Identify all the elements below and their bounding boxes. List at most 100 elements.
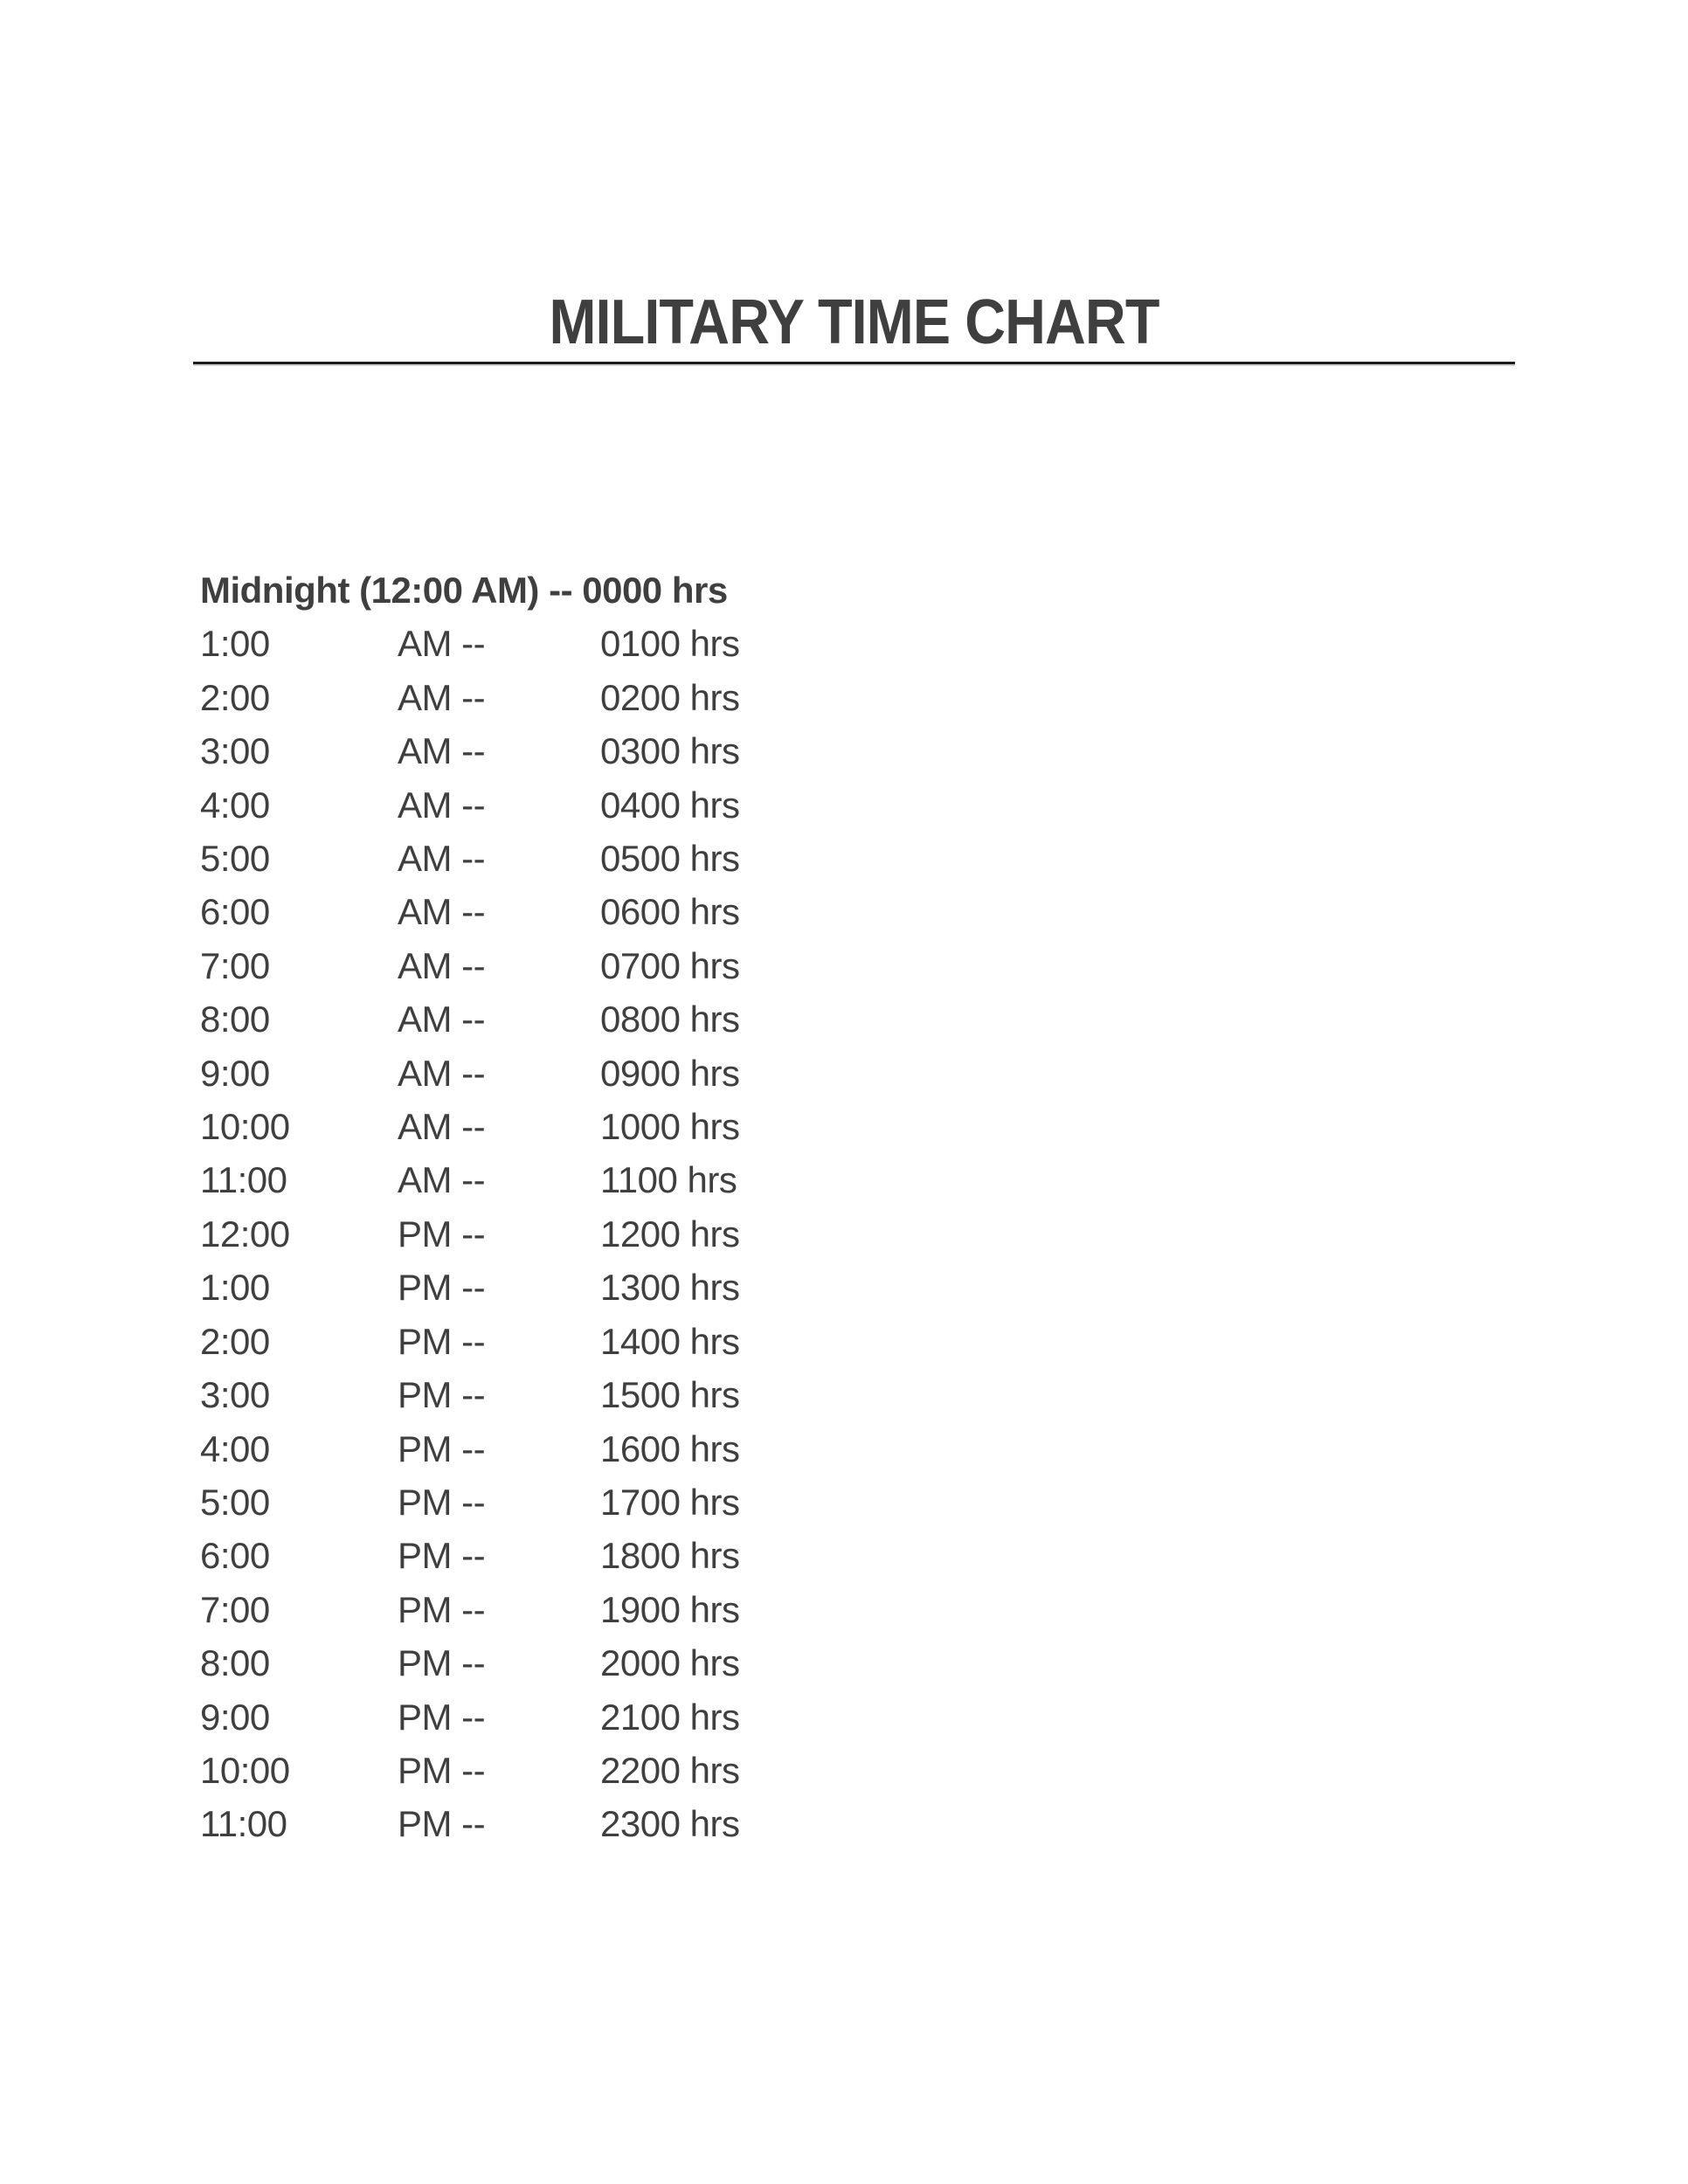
time-row: 9:00 AM -- 0900 hrs: [200, 1047, 740, 1100]
page-title: MILITARY TIME CHART: [549, 287, 1159, 357]
period-and-dash: PM --: [398, 1422, 600, 1476]
military-time: 2300 hrs: [600, 1803, 740, 1845]
dash-separator: --: [461, 1749, 486, 1791]
title-block: MILITARY TIME CHART: [193, 291, 1515, 364]
period-and-dash: AM --: [398, 885, 600, 938]
dash-separator: --: [461, 1159, 486, 1201]
standard-time: 5:00: [200, 1481, 270, 1523]
period-and-dash: PM --: [398, 1315, 600, 1368]
period-label: AM: [398, 1159, 453, 1201]
time-row: 9:00 PM -- 2100 hrs: [200, 1690, 740, 1744]
period-label: AM: [398, 999, 453, 1040]
dash-separator: --: [461, 1642, 486, 1684]
time-row: 5:00 AM -- 0500 hrs: [200, 832, 740, 885]
dash-separator: --: [461, 784, 486, 826]
time-row: 8:00 PM -- 2000 hrs: [200, 1636, 740, 1690]
military-time: 2100 hrs: [600, 1696, 740, 1738]
period-label: AM: [398, 838, 453, 880]
military-time: 0400 hrs: [600, 784, 740, 826]
military-time: 1800 hrs: [600, 1535, 740, 1577]
standard-time: 4:00: [200, 784, 270, 826]
period-label: PM: [398, 1588, 453, 1630]
standard-time: 11:00: [200, 1803, 287, 1845]
time-row: 7:00 PM -- 1900 hrs: [200, 1583, 740, 1636]
period-label: AM: [398, 676, 453, 718]
military-time: 1200 hrs: [600, 1213, 740, 1254]
period-label: PM: [398, 1481, 453, 1523]
standard-time: 6:00: [200, 891, 270, 933]
time-row: 11:00 AM -- 1100 hrs: [200, 1153, 739, 1206]
period-label: PM: [398, 1642, 453, 1684]
standard-time: 1:00: [200, 1267, 270, 1309]
time-row: 11:00 PM -- 2300 hrs: [200, 1797, 740, 1850]
period-label: AM: [398, 623, 453, 665]
period-and-dash: AM --: [398, 992, 600, 1046]
dash-separator: --: [461, 1213, 486, 1254]
dash-separator: --: [461, 1106, 486, 1148]
period-and-dash: AM --: [398, 939, 600, 992]
period-and-dash: AM --: [398, 671, 600, 724]
standard-time: 4:00: [200, 1427, 270, 1469]
standard-time: 10:00: [200, 1749, 290, 1791]
military-time: 0700 hrs: [600, 944, 740, 986]
dash-separator: --: [461, 891, 486, 933]
dash-separator: --: [461, 1374, 486, 1416]
period-and-dash: AM --: [398, 1047, 600, 1100]
standard-time: 6:00: [200, 1535, 270, 1577]
military-time: 2000 hrs: [600, 1642, 740, 1684]
dash-separator: --: [461, 1052, 486, 1094]
dash-separator: --: [461, 999, 486, 1040]
time-row: 6:00 AM -- 0600 hrs: [200, 885, 740, 938]
standard-time: 3:00: [200, 1374, 270, 1416]
time-row: 1:00 AM -- 0100 hrs: [200, 617, 740, 670]
period-and-dash: PM --: [398, 1261, 600, 1314]
period-label: PM: [398, 1427, 453, 1469]
time-row: 10:00 AM -- 1000 hrs: [200, 1100, 740, 1153]
time-row: 2:00 AM -- 0200 hrs: [200, 671, 740, 724]
period-and-dash: AM --: [398, 1100, 600, 1153]
dash-separator: --: [461, 838, 486, 880]
period-label: PM: [398, 1749, 453, 1791]
standard-time: 8:00: [200, 1642, 270, 1684]
military-time: 0200 hrs: [600, 676, 740, 718]
military-time: 0500 hrs: [600, 838, 740, 880]
standard-time: 3:00: [200, 730, 270, 772]
military-time: 2200 hrs: [600, 1749, 740, 1791]
title-underline: [193, 362, 1515, 364]
period-and-dash: AM --: [398, 832, 600, 885]
military-time: 0300 hrs: [600, 730, 740, 772]
midnight-row: Midnight (12:00 AM) -- 0000 hrs: [200, 570, 728, 611]
period-label: PM: [398, 1320, 453, 1362]
period-and-dash: PM --: [398, 1636, 600, 1690]
military-time: 1000 hrs: [600, 1106, 740, 1148]
standard-time: 7:00: [200, 1588, 270, 1630]
time-row: 4:00 AM -- 0400 hrs: [200, 778, 740, 832]
standard-time: 9:00: [200, 1696, 270, 1738]
dash-separator: --: [461, 1481, 486, 1523]
period-and-dash: PM --: [398, 1476, 600, 1529]
period-and-dash: PM --: [398, 1797, 600, 1850]
period-label: PM: [398, 1803, 453, 1845]
dash-separator: --: [461, 730, 486, 772]
period-label: AM: [398, 730, 453, 772]
period-label: AM: [398, 944, 453, 986]
time-row: 3:00 AM -- 0300 hrs: [200, 724, 740, 778]
period-and-dash: PM --: [398, 1690, 600, 1744]
standard-time: 2:00: [200, 676, 270, 718]
military-time: 1500 hrs: [600, 1374, 740, 1416]
dash-separator: --: [461, 1588, 486, 1630]
dash-separator: --: [461, 1696, 486, 1738]
time-row: 3:00 PM -- 1500 hrs: [200, 1368, 740, 1421]
period-and-dash: AM --: [398, 778, 600, 832]
period-label: AM: [398, 891, 453, 933]
period-and-dash: PM --: [398, 1529, 600, 1582]
standard-time: 10:00: [200, 1106, 290, 1148]
standard-time: 5:00: [200, 838, 270, 880]
military-time: 1600 hrs: [600, 1427, 740, 1469]
dash-separator: --: [461, 944, 486, 986]
period-label: AM: [398, 1052, 453, 1094]
period-and-dash: AM --: [398, 1153, 600, 1206]
military-time: 0600 hrs: [600, 891, 740, 933]
time-row: 12:00 PM -- 1200 hrs: [200, 1207, 740, 1261]
military-time: 1100 hrs: [600, 1159, 737, 1201]
